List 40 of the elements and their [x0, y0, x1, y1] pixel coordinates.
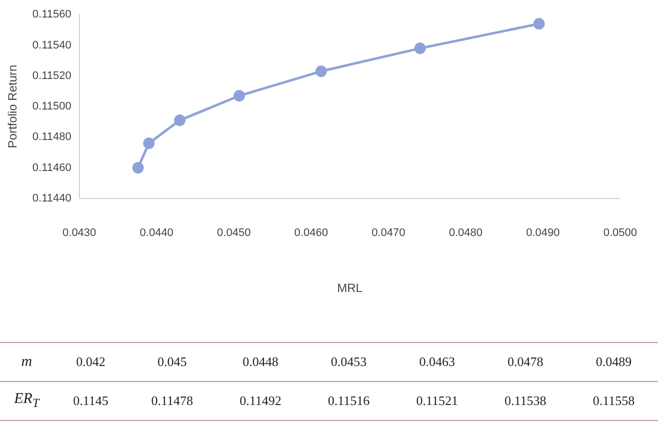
text: 0.0478	[506, 353, 544, 371]
text: 0.042	[75, 353, 106, 371]
x-axis-title: MRL	[337, 281, 363, 296]
x-tick-label: 0.0480	[448, 227, 482, 240]
point	[315, 66, 327, 78]
point	[414, 42, 426, 54]
point	[143, 138, 155, 150]
y-tick-label: 0.11540	[32, 39, 72, 52]
text: 0.11492	[238, 392, 282, 410]
x-tick-label: 0.0460	[294, 227, 328, 240]
text: 0.11516	[326, 392, 371, 410]
x-tick-label: 0.0490	[526, 227, 560, 240]
point	[533, 18, 545, 30]
point	[174, 114, 186, 126]
y-tick-label: 0.11560	[32, 8, 72, 21]
text: 0.0453	[330, 353, 368, 371]
point	[234, 90, 246, 102]
text: 0.11478	[150, 392, 194, 410]
text: 0.1145	[72, 392, 110, 410]
text: 0.045	[156, 353, 188, 371]
y-tick-label: 0.11440	[32, 192, 72, 204]
text: 0.11538	[504, 392, 548, 410]
y-tick-label: 0.11460	[32, 162, 72, 174]
text: 0.0489	[594, 353, 633, 371]
x-tick-label: 0.0440	[140, 227, 174, 240]
y-tick-label: 0.11520	[32, 70, 72, 82]
point	[132, 162, 144, 174]
text: m	[20, 352, 34, 372]
y-tick-label: 0.11500	[32, 100, 72, 113]
x-tick-label: 0.0430	[62, 227, 96, 240]
x-tick-label: 0.0500	[603, 227, 638, 240]
y-tick-label: 0.11480	[32, 131, 72, 144]
text: ER$_{T}$	[13, 390, 41, 412]
text: 0.11521	[415, 392, 459, 410]
y-axis-title: Portfolio Return	[6, 64, 20, 148]
text: 0.11558	[592, 392, 636, 410]
x-tick-label: 0.0450	[217, 227, 251, 240]
text: 0.0463	[418, 353, 456, 371]
x-tick-label: 0.0470	[372, 227, 406, 240]
text: 0.0448	[242, 353, 280, 371]
